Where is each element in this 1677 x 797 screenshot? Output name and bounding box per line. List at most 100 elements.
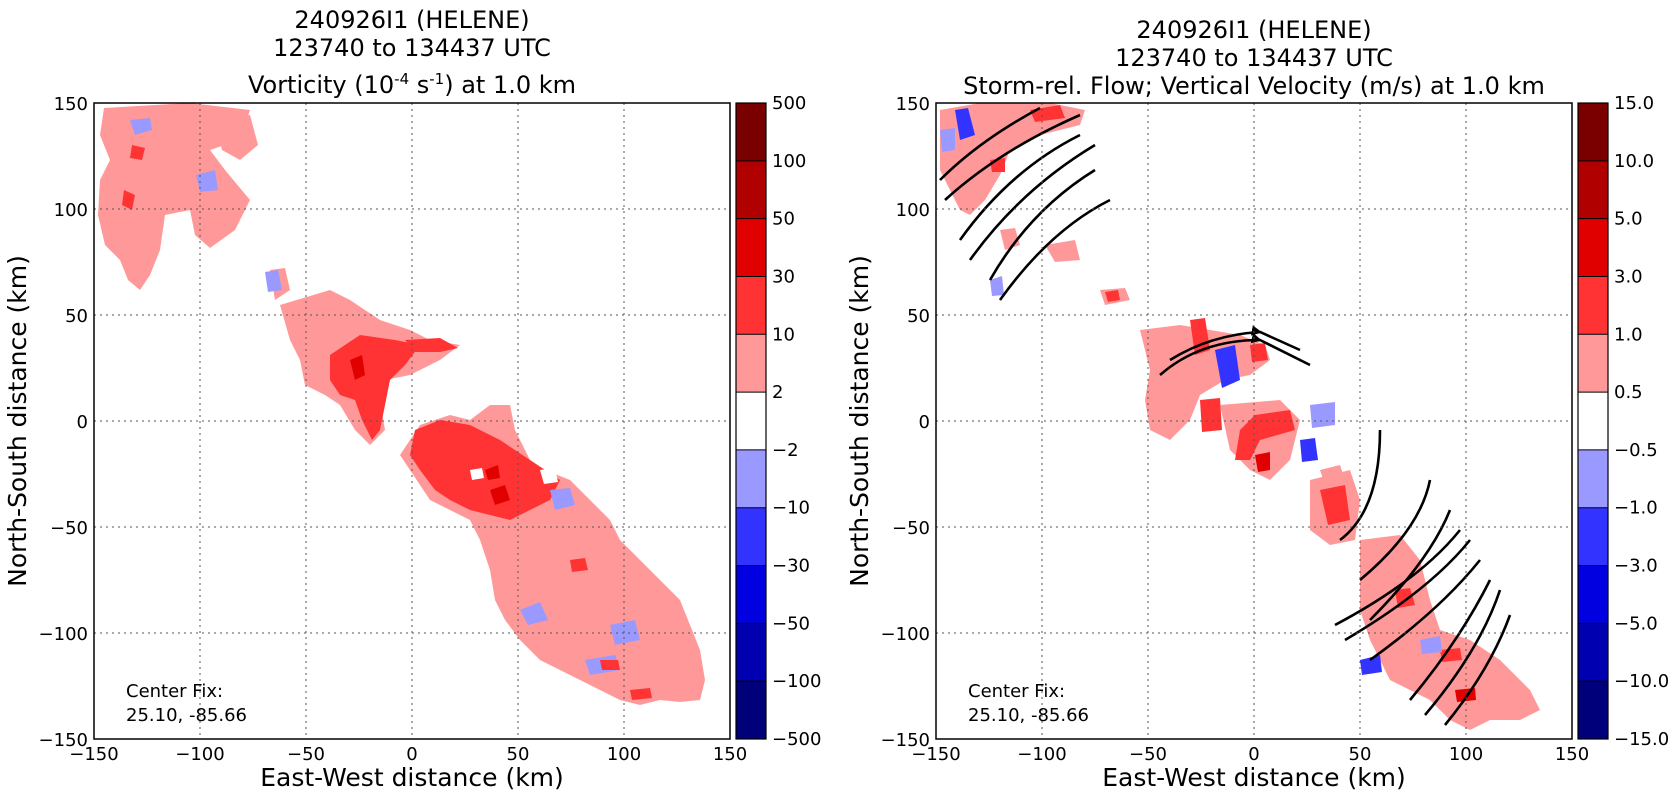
y-tick-label: 100 (896, 200, 930, 221)
colorbar-label: −30 (772, 556, 810, 577)
vv-x-axis-label: East-West distance (km) (1102, 763, 1406, 792)
vorticity-grid (94, 103, 730, 739)
colorbar-label: 0.5 (1614, 382, 1643, 403)
vv-x-ticks: −150 −100 −50 0 50 100 150 (911, 744, 1589, 765)
x-tick-label: −50 (287, 744, 325, 765)
colorbar-label: 3.0 (1614, 266, 1643, 287)
colorbar-label: −3.0 (1614, 556, 1658, 577)
colorbar-label: −1.0 (1614, 498, 1658, 519)
colorbar-swatch (1578, 681, 1608, 740)
colorbar-swatch (1578, 623, 1608, 682)
vorticity-title-line1: 240926I1 (HELENE) (294, 6, 529, 34)
colorbar-label: −50 (772, 613, 810, 634)
colorbar-label: −100 (772, 671, 821, 692)
colorbar-swatch (736, 681, 766, 740)
x-tick-label: 150 (713, 744, 747, 765)
y-tick-label: −150 (39, 730, 88, 751)
x-tick-label: 0 (406, 744, 417, 765)
y-tick-label: −100 (39, 624, 88, 645)
vv-title-line3: Storm-rel. Flow; Vertical Velocity (m/s)… (963, 72, 1545, 100)
colorbar-label: −500 (772, 729, 821, 750)
vv-title-line2: 123740 to 134437 UTC (1115, 44, 1393, 72)
colorbar-swatch (736, 218, 766, 277)
x-tick-label: −50 (1129, 744, 1167, 765)
x-tick-label: 50 (507, 744, 530, 765)
x-tick-label: 100 (1449, 744, 1483, 765)
colorbar-swatch (1578, 392, 1608, 451)
x-tick-label: 50 (1349, 744, 1372, 765)
colorbar-swatch (736, 449, 766, 509)
vv-center-fix-value: 25.10, -85.66 (968, 705, 1089, 726)
colorbar-swatch (1578, 218, 1608, 277)
vv-y-ticks: 150 100 50 0 −50 −100 −150 (881, 94, 930, 751)
colorbar-label: 10 (772, 324, 795, 345)
colorbar-swatch (1578, 160, 1608, 220)
colorbar-swatch (1578, 103, 1608, 162)
x-tick-label: 100 (607, 744, 641, 765)
colorbar-label: 1.0 (1614, 324, 1643, 345)
colorbar-swatch (736, 507, 766, 567)
x-tick-label: −100 (1017, 744, 1066, 765)
colorbar-swatch (736, 623, 766, 682)
colorbar-swatch (736, 334, 766, 393)
colorbar-label: 50 (772, 209, 795, 230)
vorticity-center-fix-label: Center Fix: (126, 681, 223, 702)
x-tick-label: −150 (911, 744, 960, 765)
y-tick-label: −100 (881, 624, 930, 645)
colorbar-label: −0.5 (1614, 440, 1658, 461)
colorbar-swatch (736, 160, 766, 220)
colorbar-label: 15.0 (1614, 93, 1654, 114)
colorbar-swatch (1578, 565, 1608, 624)
vorticity-center-fix-value: 25.10, -85.66 (126, 705, 247, 726)
colorbar-label: −2 (772, 440, 799, 461)
vorticity-y-axis-label: North-South distance (km) (3, 255, 32, 587)
y-tick-label: 50 (907, 306, 930, 327)
colorbar-label: 100 (772, 151, 806, 172)
vertical-velocity-panel: 240926I1 (HELENE) 123740 to 134437 UTC S… (845, 16, 1669, 792)
vorticity-plot-frame (93, 102, 731, 740)
colorbar-label: 5.0 (1614, 209, 1643, 230)
vv-title-line1: 240926I1 (HELENE) (1136, 16, 1371, 44)
y-tick-label: −50 (892, 518, 930, 539)
x-tick-label: 150 (1555, 744, 1589, 765)
colorbar-swatch (736, 276, 766, 335)
colorbar-swatch (1578, 276, 1608, 335)
colorbar-swatch (1578, 449, 1608, 509)
colorbar-swatch (736, 565, 766, 624)
colorbar-label: −15.0 (1614, 729, 1669, 750)
y-tick-label: 150 (54, 94, 88, 115)
colorbar-label: 500 (772, 93, 806, 114)
colorbar-label: −5.0 (1614, 613, 1658, 634)
colorbar-label: 10.0 (1614, 151, 1654, 172)
colorbar-swatch (736, 103, 766, 162)
y-tick-label: 150 (896, 94, 930, 115)
vv-y-axis-label: North-South distance (km) (845, 255, 874, 587)
vorticity-y-ticks: 150 100 50 0 −50 −100 −150 (39, 94, 88, 751)
x-tick-label: 0 (1248, 744, 1259, 765)
y-tick-label: 0 (919, 412, 930, 433)
vv-grid (936, 103, 1572, 739)
vv-colorbar: 15.0 10.0 5.0 3.0 1.0 0.5 −0.5 −1.0 −3.0 −5.0 −10.… (1577, 93, 1669, 750)
vorticity-field (98, 103, 705, 705)
vorticity-title-line3: Vorticity (10-4 s-1) at 1.0 km (248, 70, 576, 99)
vorticity-panel: 240926I1 (HELENE) 123740 to 134437 UTC V… (3, 6, 821, 792)
y-tick-label: −150 (881, 730, 930, 751)
colorbar-swatch (736, 392, 766, 451)
x-tick-label: −150 (69, 744, 118, 765)
y-tick-label: 0 (77, 412, 88, 433)
colorbar-label: 2 (772, 382, 783, 403)
x-tick-label: −100 (175, 744, 224, 765)
y-tick-label: 50 (65, 306, 88, 327)
vv-center-fix-label: Center Fix: (968, 681, 1065, 702)
colorbar-label: −10.0 (1614, 671, 1669, 692)
colorbar-label: 30 (772, 266, 795, 287)
y-tick-label: −50 (50, 518, 88, 539)
vv-field (940, 103, 1540, 730)
colorbar-label: −10 (772, 498, 810, 519)
vorticity-x-ticks: −150 −100 −50 0 50 100 150 (69, 744, 747, 765)
colorbar-swatch (1578, 507, 1608, 567)
vorticity-title-line2: 123740 to 134437 UTC (273, 34, 551, 62)
vv-plot-frame (935, 102, 1573, 740)
colorbar-swatch (1578, 334, 1608, 393)
